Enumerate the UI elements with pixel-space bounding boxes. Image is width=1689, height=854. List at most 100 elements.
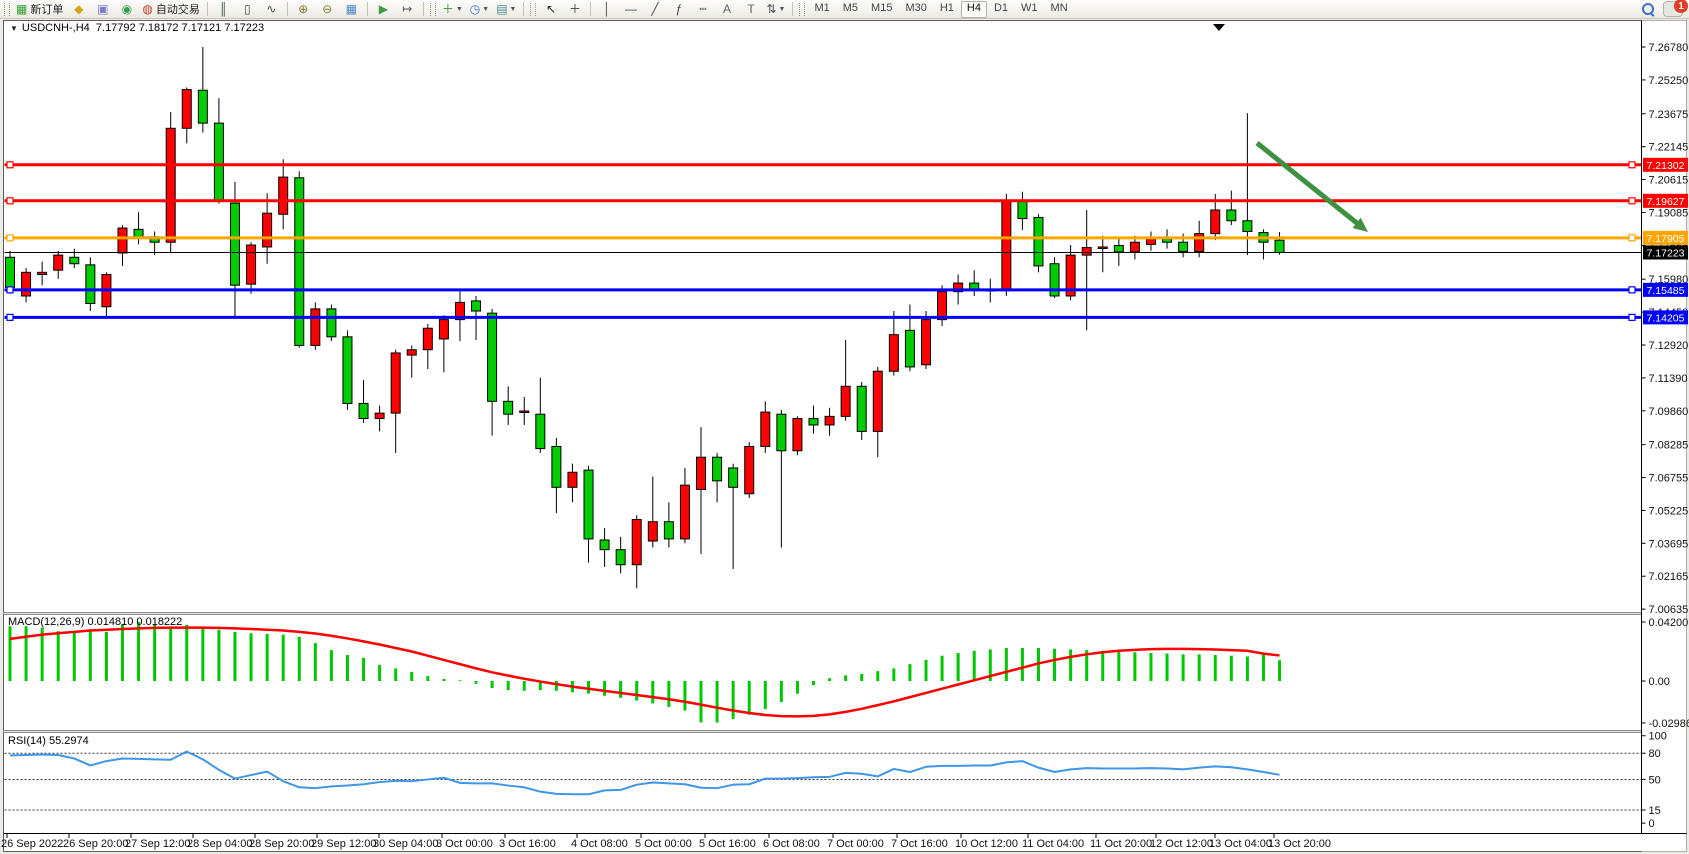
indicators-button[interactable]: ＋ ▼ xyxy=(439,0,466,19)
chart-shift-button[interactable]: ↦ xyxy=(396,0,419,19)
text-button[interactable]: A xyxy=(715,0,738,19)
candle-body xyxy=(454,301,465,321)
shapes-icon: ⇅ xyxy=(766,2,777,16)
trendline-button[interactable]: ╱ xyxy=(643,0,666,19)
price-tick-label: 7.00635 xyxy=(1649,604,1689,616)
bar-chart-button[interactable]: ║ xyxy=(212,0,235,19)
candle-body xyxy=(953,282,964,293)
styler-button[interactable]: ◆ xyxy=(67,0,90,19)
chart-window-border xyxy=(3,20,1687,852)
zoom-out-icon: ⊖ xyxy=(322,2,333,16)
new-order-button[interactable]: ▦ 新订单 xyxy=(13,0,66,19)
candle-body xyxy=(342,336,353,404)
price-tick-label: 7.06755 xyxy=(1649,473,1689,485)
price-tick-label: 7.11390 xyxy=(1649,373,1688,385)
timeframe-d1-button[interactable]: D1 xyxy=(993,1,1009,14)
candle-body xyxy=(213,122,224,201)
timeframe-m30-button[interactable]: M30 xyxy=(905,1,927,14)
candle-body xyxy=(1162,238,1173,243)
fibo-fan-button[interactable]: ┉ xyxy=(691,0,714,19)
time-tick-label: 13 Oct 20:00 xyxy=(1268,838,1331,850)
candle-body xyxy=(1194,233,1205,252)
timeframe-h1-button[interactable]: H1 xyxy=(939,1,954,14)
time-tick-label: 6 Oct 08:00 xyxy=(763,838,820,850)
horizontal-line-button[interactable]: — xyxy=(619,0,642,19)
price-tick-label: 7.26780 xyxy=(1649,42,1689,54)
candle-body xyxy=(696,456,707,490)
candle-body xyxy=(519,410,530,413)
auto-scroll-button[interactable]: ▶ xyxy=(372,0,395,19)
zoom-in-button[interactable]: ⊕ xyxy=(292,0,315,19)
price-tag-label: 7.14205 xyxy=(1647,312,1685,324)
dropdown-caret-icon[interactable]: ▼ xyxy=(482,5,490,13)
rsi-tick-label: 15 xyxy=(1649,805,1661,817)
rsi-line xyxy=(9,750,1280,796)
candle-body xyxy=(326,308,337,338)
time-tick-label: 27 Sep 12:00 xyxy=(125,838,190,850)
timeframe-m15-button[interactable]: M15 xyxy=(871,1,893,14)
candle-body xyxy=(294,177,305,346)
rsi-tick-label: 0 xyxy=(1649,818,1655,830)
time-tick-label: 3 Oct 16:00 xyxy=(499,838,556,850)
tile-windows-icon: ▦ xyxy=(345,2,357,16)
price-tick-label: 7.08285 xyxy=(1649,440,1689,452)
candle-body xyxy=(471,300,482,312)
timeframe-m1-button[interactable]: M1 xyxy=(814,1,830,14)
rsi-tick-label: 50 xyxy=(1649,774,1661,786)
dropdown-caret-icon[interactable]: ▼ xyxy=(455,5,463,13)
vertical-line-button[interactable]: │ xyxy=(595,0,618,19)
line-chart-button[interactable]: ∿ xyxy=(260,0,283,19)
market-watch-button[interactable]: ◉ xyxy=(115,0,138,19)
line-handle xyxy=(6,197,14,205)
auto-scroll-icon: ▶ xyxy=(378,2,388,16)
search-icon[interactable] xyxy=(1642,2,1655,16)
candle-body xyxy=(310,308,321,346)
notifications-bubble-icon[interactable]: 1 xyxy=(1663,0,1688,17)
shapes-button[interactable]: ⇅ ▼ xyxy=(763,0,788,19)
cursor-button[interactable]: ↖ xyxy=(539,0,562,19)
zoom-out-button[interactable]: ⊖ xyxy=(316,0,339,19)
time-tick-label: 7 Oct 16:00 xyxy=(891,838,948,850)
zoom-in-icon: ⊕ xyxy=(298,2,309,16)
price-tick-label: 7.05225 xyxy=(1649,505,1689,517)
candle-body xyxy=(438,319,449,340)
timeframe-m5-button[interactable]: M5 xyxy=(842,1,859,14)
periods-button[interactable]: ◷ ▼ xyxy=(467,0,492,19)
toolbar-grip xyxy=(530,2,537,16)
price-tag-label: 7.21302 xyxy=(1647,160,1685,172)
price-tag xyxy=(1643,157,1688,172)
text-label-button[interactable]: T xyxy=(739,0,762,19)
candle-body xyxy=(840,385,851,417)
timeframe-w1-button[interactable]: W1 xyxy=(1021,1,1038,14)
new-order-button-label: 新订单 xyxy=(30,4,64,16)
fibo-fan-icon: ┉ xyxy=(699,2,707,16)
dropdown-caret-icon[interactable]: ▼ xyxy=(509,5,517,13)
macd-tick-label: -0.029864 xyxy=(1649,718,1689,730)
line-handle xyxy=(1628,161,1636,169)
candle-body xyxy=(21,271,32,297)
fibo-button[interactable]: ƒ xyxy=(667,0,690,19)
terminal-button[interactable]: ▣ xyxy=(91,0,114,19)
candle-body xyxy=(262,212,273,248)
timeframe-h4-button[interactable]: H4 xyxy=(960,0,987,18)
tile-windows-button[interactable]: ▦ xyxy=(340,0,363,19)
dropdown-caret-icon[interactable]: ▼ xyxy=(778,5,786,13)
time-tick-label: 7 Oct 00:00 xyxy=(827,838,884,850)
crosshair-icon: ＋ xyxy=(568,2,581,16)
collapse-arrow-icon[interactable]: ▼ xyxy=(10,24,18,33)
candle-body xyxy=(1081,247,1092,256)
toolbar-separator xyxy=(590,2,592,16)
auto-trading-button[interactable]: ◍ 自动交易 xyxy=(139,0,202,19)
candle-body xyxy=(792,418,803,452)
time-tick-label: 3 Oct 00:00 xyxy=(436,838,493,850)
price-tag-label: 7.17223 xyxy=(1647,247,1685,259)
candle-body xyxy=(776,413,787,452)
styler-icon: ◆ xyxy=(74,2,84,16)
timeframe-mn-button[interactable]: MN xyxy=(1050,1,1068,14)
price-tick-label: 7.02165 xyxy=(1649,571,1689,583)
candle-body xyxy=(535,413,546,450)
crosshair-button[interactable]: ＋ xyxy=(563,0,586,19)
candlestick-chart-button[interactable]: ▯ xyxy=(236,0,259,19)
templates-button[interactable]: ▤ ▼ xyxy=(493,0,519,19)
